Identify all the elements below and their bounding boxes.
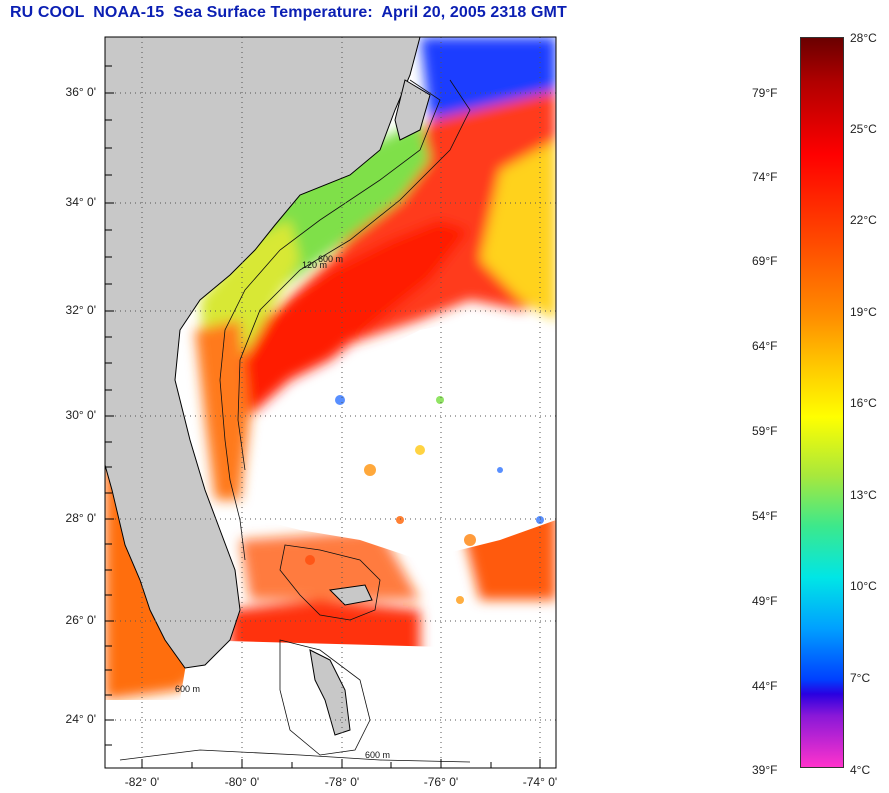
sst-shelf-green (245, 120, 430, 330)
sst-east-yellow (480, 140, 556, 320)
contour-label: 600 m (365, 750, 390, 760)
colorbar-c-label: 13°C (850, 488, 877, 502)
cloud-mass-central (260, 320, 556, 560)
bahamas-bank-contour (279, 544, 381, 621)
lon-tick-label: -78° 0' (324, 775, 360, 789)
land-us-east-coast (105, 37, 421, 669)
lat-tick-label: 24° 0' (65, 712, 96, 726)
contour-label: 120 m (302, 260, 327, 270)
axis-ticks (105, 65, 541, 768)
colorbar-f-label: 54°F (752, 509, 778, 523)
colorbar-f-label: 74°F (752, 170, 778, 184)
island-bahamas-grand (328, 584, 373, 606)
lat-tick-label: 28° 0' (65, 511, 96, 525)
lat-tick-label: 32° 0' (65, 303, 96, 317)
contour-label: 600 m (175, 684, 200, 694)
colorbar-c-label: 28°C (850, 31, 877, 45)
lat-tick-label: 26° 0' (65, 613, 96, 627)
colorbar-c-label: 19°C (850, 305, 877, 319)
graticule (105, 37, 556, 768)
colorbar-f-label: 64°F (752, 339, 778, 353)
colorbar-f-label: 79°F (752, 86, 778, 100)
colorbar-f-label: 59°F (752, 424, 778, 438)
colorbar-f-label: 39°F (752, 763, 778, 777)
cuba-shelf-contour (119, 749, 471, 763)
sst-bahamas-patch (240, 530, 420, 600)
colorbar-c-label: 10°C (850, 579, 877, 593)
lon-tick-label: -80° 0' (224, 775, 260, 789)
lon-tick-label: -82° 0' (124, 775, 160, 789)
chart-title: RU COOL NOAA-15 Sea Surface Temperature:… (10, 4, 567, 21)
colorbar-c-label: 22°C (850, 213, 877, 227)
colorbar-c-label: 4°C (850, 763, 871, 777)
map-frame (104, 36, 557, 769)
lat-tick-label: 36° 0' (65, 85, 96, 99)
bahamas-bank-contour-2 (279, 639, 371, 756)
isobath-600m (237, 79, 471, 471)
sst-red-core (240, 220, 470, 420)
lon-tick-label: -74° 0' (522, 775, 558, 789)
temperature-colorbar (800, 37, 844, 768)
colorbar-f-label: 69°F (752, 254, 778, 268)
isobath-shelf (219, 79, 441, 561)
lat-tick-label: 34° 0' (65, 195, 96, 209)
colorbar-c-label: 16°C (850, 396, 877, 410)
lat-tick-label: 30° 0' (65, 408, 96, 422)
colorbar-f-label: 44°F (752, 679, 778, 693)
colorbar-c-label: 7°C (850, 671, 871, 685)
colorbar-f-label: 49°F (752, 594, 778, 608)
contour-label: 600 m (318, 254, 343, 264)
lon-tick-label: -76° 0' (423, 775, 459, 789)
colorbar-c-label: 25°C (850, 122, 877, 136)
